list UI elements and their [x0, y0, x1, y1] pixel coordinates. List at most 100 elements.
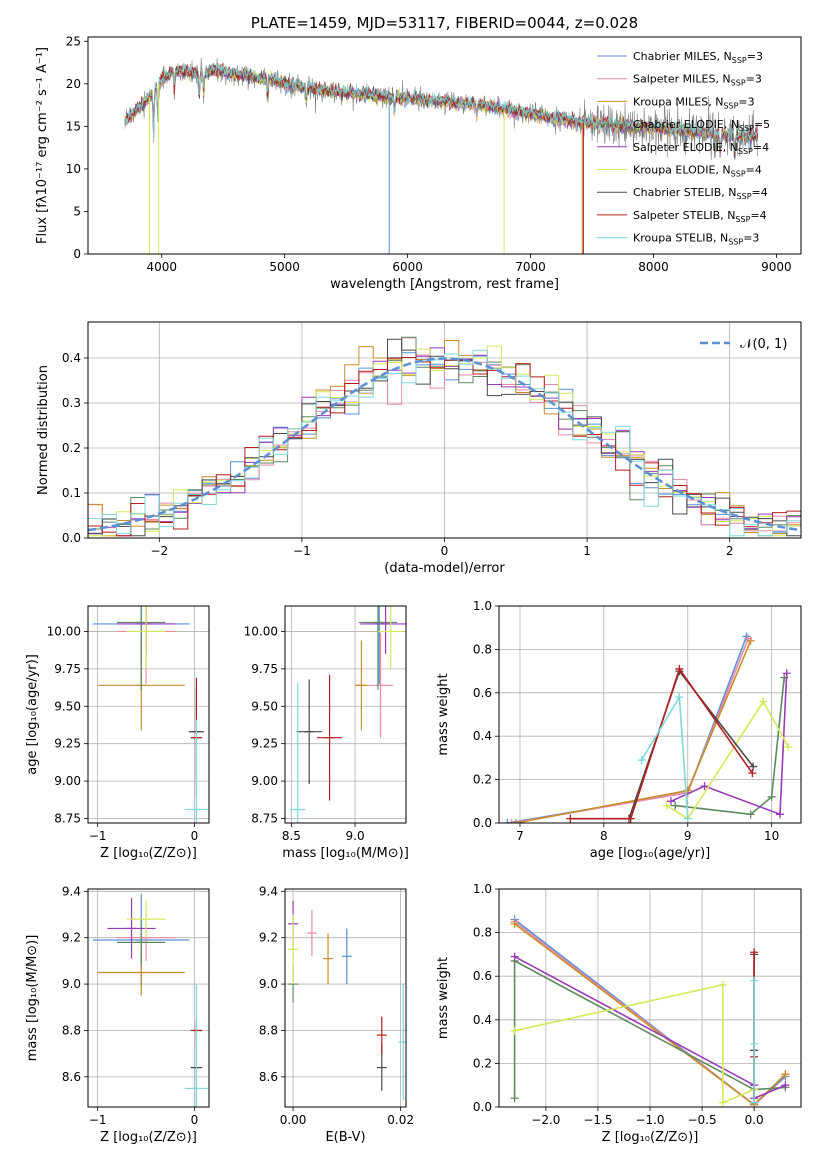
legend-name: Kroupa MILES, N	[633, 95, 723, 108]
legend-name: Kroupa ELODIE, N	[633, 164, 731, 177]
panel-weight_vs_Z: −2.0 −1.5 −1.0 −0.5 0.0 0.0 0.2 0.4 0.6 0.8 1.0 Z […	[436, 882, 802, 1145]
weight-marker	[781, 1070, 790, 1079]
y-tick-label: 5	[73, 204, 81, 218]
axes-frame	[87, 605, 210, 824]
x-tick-label: 6000	[392, 260, 423, 274]
legend-name: Salpeter MILES, N	[633, 73, 731, 86]
y-tick-label: 8.8	[259, 1023, 278, 1037]
y-axis-label: mass weight	[436, 673, 451, 755]
plot-area-age_vs_mass	[285, 606, 406, 823]
weight-marker	[748, 769, 757, 778]
x-tick-label: 0.00	[280, 1113, 307, 1127]
y-tick-label: 9.00	[251, 774, 278, 788]
weight-marker	[781, 1081, 790, 1090]
legend-name: Salpeter STELIB, N	[633, 209, 735, 222]
y-axis-label: Flux [fλ10⁻¹⁷ erg cm⁻² s⁻¹ A⁻¹]	[35, 47, 50, 244]
x-axis-label: age [log₁₀(age/yr)]	[590, 846, 711, 861]
legend-sub: SSP	[731, 170, 746, 179]
weight-marker	[750, 948, 759, 957]
legend-sub: SSP	[738, 147, 753, 156]
y-tick-label: 20	[66, 77, 81, 91]
y-tick-label: 8.75	[54, 812, 81, 826]
weight-marker	[784, 743, 793, 752]
y-tick-label: 9.75	[54, 662, 81, 676]
legend-value: =4	[746, 164, 762, 177]
y-tick-label: 0.0	[473, 1100, 492, 1114]
legend-sub: SSP	[737, 192, 752, 201]
weight-marker	[510, 1026, 519, 1035]
model-spectrum	[124, 64, 759, 153]
y-tick-label: 9.0	[62, 977, 81, 991]
weight-marker	[566, 814, 575, 823]
y-tick-label: 9.4	[259, 884, 278, 898]
weight-marker	[626, 814, 635, 823]
legend-sub: SSP	[735, 215, 750, 224]
x-tick-label: 1	[583, 544, 591, 558]
y-tick-label: 0.2	[473, 773, 492, 787]
legend-name: Chabrier ELODIE, N	[633, 118, 739, 131]
axes-frame	[284, 888, 407, 1108]
plot-area-residuals	[88, 322, 801, 538]
y-tick-label: 9.25	[54, 737, 81, 751]
legend-entry: Chabrier ELODIE, NSSP=5	[633, 118, 770, 133]
y-tick-label: 8.8	[62, 1023, 81, 1037]
legend-entry: Salpeter MILES, NSSP=3	[633, 73, 762, 88]
plot-area-weight_vs_Z	[499, 889, 801, 1107]
weight-marker	[683, 814, 692, 823]
x-axis-label: (data-model)/error	[384, 561, 505, 576]
y-tick-label: 25	[66, 34, 81, 48]
y-tick-label: 9.25	[251, 737, 278, 751]
x-tick-label: 8	[600, 829, 608, 843]
axes-frame	[284, 605, 407, 824]
y-tick-label: 10.00	[244, 624, 278, 638]
panel-age_vs_mass: 8.5 9.0 8.75 9.00 9.25 9.50 9.75 10.00 mass [log…	[244, 605, 409, 861]
legend-value: =5	[754, 118, 770, 131]
legend-sub: SSP	[731, 79, 746, 88]
residual-histogram	[88, 349, 801, 537]
weight-marker	[718, 980, 727, 989]
y-tick-label: 8.6	[62, 1070, 81, 1084]
weight-marker	[718, 1098, 727, 1107]
x-tick-label: −2	[150, 544, 168, 558]
gauss-curve	[88, 357, 801, 532]
x-axis-label: Z [log₁₀(Z/Z⊙)]	[602, 1130, 699, 1145]
weight-line	[570, 667, 753, 820]
chart-title: PLATE=1459, MJD=53117, FIBERID=0044, z=0…	[251, 14, 638, 32]
x-tick-label: 0.0	[745, 1113, 764, 1127]
plot-area-age_vs_Z	[88, 606, 209, 823]
plot-area-weight_vs_age	[499, 606, 801, 823]
weight-marker	[637, 756, 646, 765]
legend-value: =3	[746, 73, 762, 86]
y-tick-label: 9.2	[62, 931, 81, 945]
x-tick-label: 0.02	[387, 1113, 414, 1127]
plot-area-spectrum	[124, 57, 759, 254]
y-tick-label: 10	[66, 162, 81, 176]
x-tick-label: 9	[684, 829, 692, 843]
y-tick-label: 0.4	[62, 351, 81, 365]
y-tick-label: 9.0	[259, 977, 278, 991]
x-tick-label: 0	[191, 829, 199, 843]
x-tick-label: −1	[293, 544, 311, 558]
y-tick-label: 0.4	[473, 729, 492, 743]
weight-marker	[700, 782, 709, 791]
y-tick-label: 0.4	[473, 1013, 492, 1027]
y-tick-label: 0.0	[62, 531, 81, 545]
x-tick-label: 0	[441, 544, 449, 558]
y-tick-label: 0.6	[473, 686, 492, 700]
weight-line	[515, 640, 752, 823]
y-axis-label: mass weight	[436, 957, 451, 1039]
legend-entry: Salpeter STELIB, NSSP=4	[633, 209, 767, 224]
y-tick-label: 0.8	[473, 642, 492, 656]
weight-line	[670, 673, 788, 816]
y-tick-label: 1.0	[473, 882, 492, 896]
legend-sub: SSP	[739, 124, 754, 133]
axes-frame	[87, 888, 210, 1108]
y-tick-label: 9.50	[251, 699, 278, 713]
x-tick-label: 9000	[761, 260, 792, 274]
x-tick-label: −1	[89, 1113, 107, 1127]
y-tick-label: 0.2	[473, 1056, 492, 1070]
weight-marker	[776, 810, 785, 819]
weight-marker	[749, 762, 758, 771]
